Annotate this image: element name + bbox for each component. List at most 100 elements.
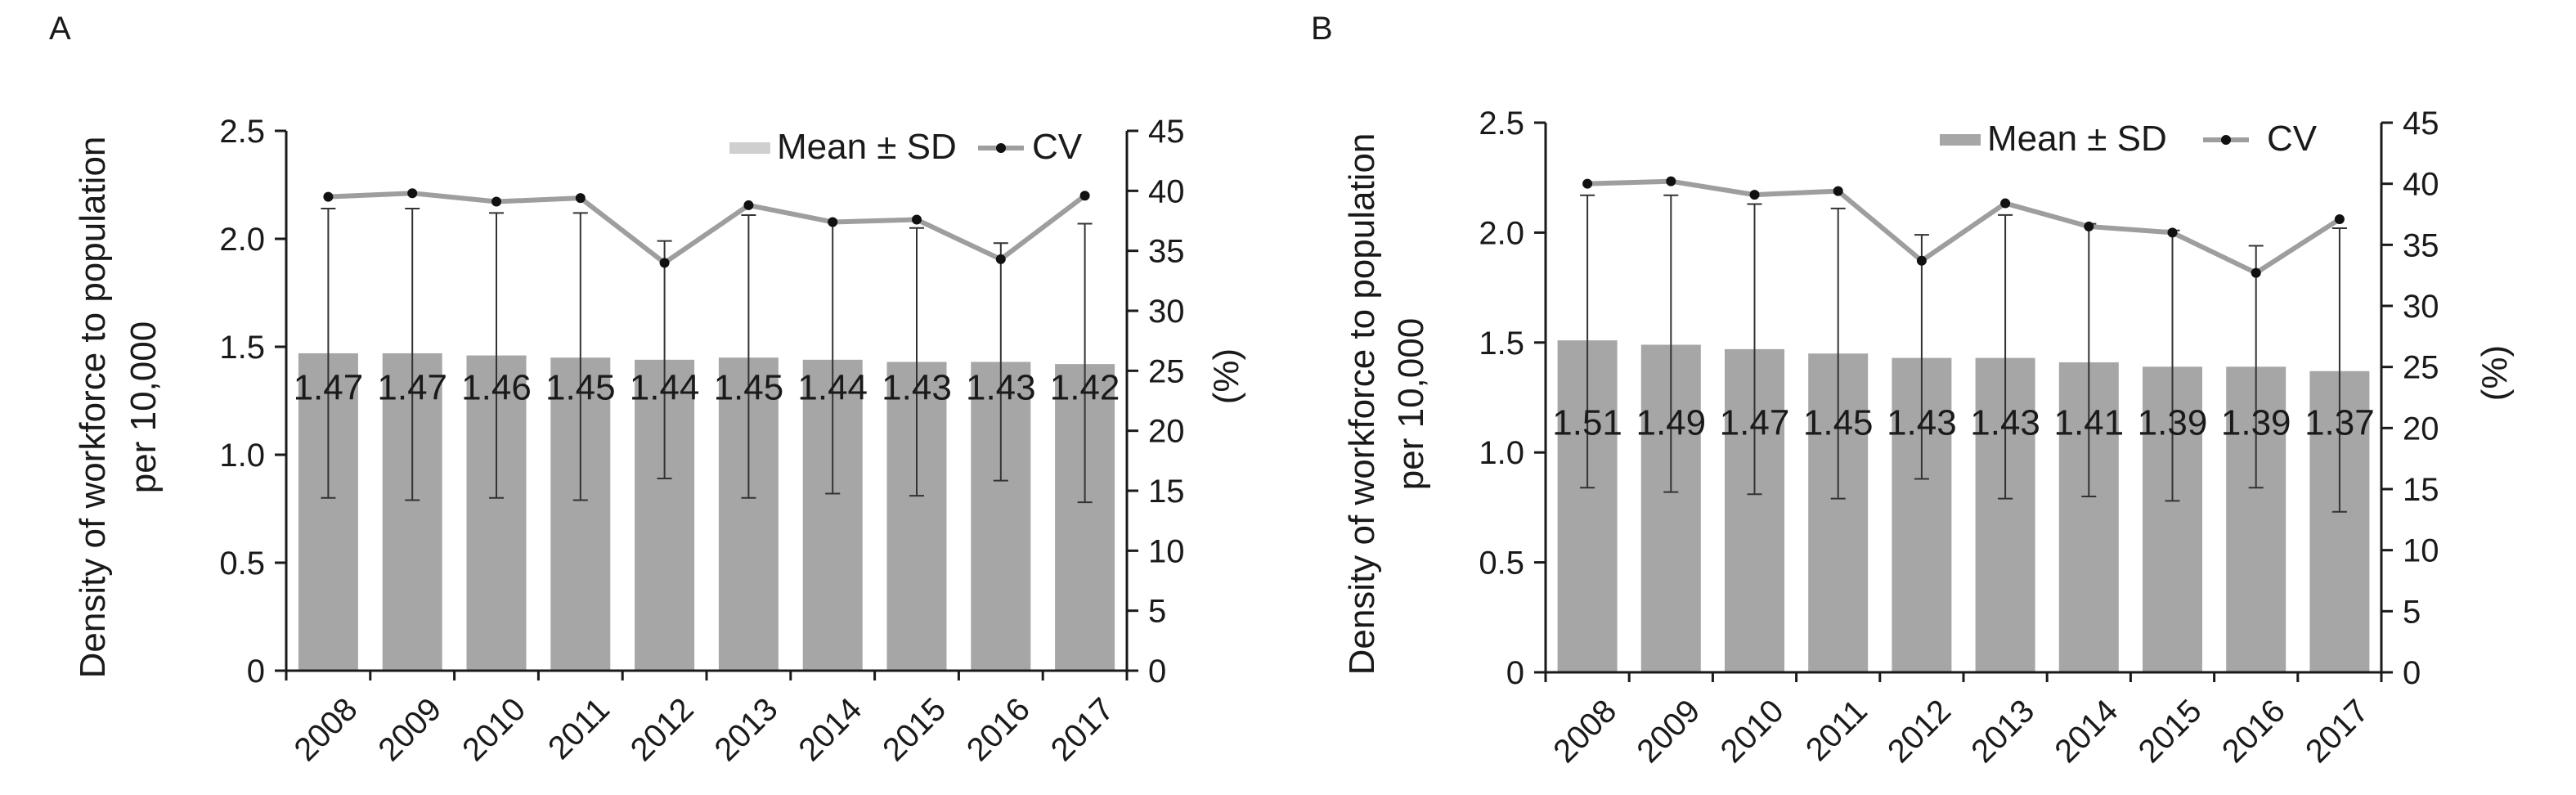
y2-axis-title: (%) xyxy=(2475,345,2515,401)
y-tick-label-right: 5 xyxy=(1148,594,1166,630)
bar-value-label: 1.41 xyxy=(2053,403,2124,443)
cv-point-2012 xyxy=(659,258,670,268)
y-tick-label-right: 25 xyxy=(1148,353,1185,389)
legend-bar-swatch xyxy=(1940,134,1981,146)
bar-value-label: 1.47 xyxy=(1720,403,1790,443)
legend-label-mean: Mean ± SD xyxy=(777,127,957,167)
y-axis-title-line2: per 10,000 xyxy=(1391,318,1431,490)
x-tick-label: 2014 xyxy=(2048,693,2125,770)
y-tick-label-right: 30 xyxy=(2403,289,2439,325)
x-tick-label: 2010 xyxy=(456,691,532,768)
bar-value-label: 1.43 xyxy=(1887,403,1957,443)
y-tick-label-right: 20 xyxy=(1148,414,1185,450)
y-tick-label-right: 15 xyxy=(2403,472,2439,508)
cv-point-2010 xyxy=(491,196,501,207)
y-axis-title-line1: Density of workforce to population xyxy=(73,137,113,679)
cv-series-line xyxy=(1587,178,2341,276)
bar-value-label: 1.43 xyxy=(1970,403,2040,443)
y-tick-label-left: 2.5 xyxy=(219,114,265,150)
legend-label-mean: Mean ± SD xyxy=(1987,119,2167,159)
bar-value-label: 1.43 xyxy=(966,368,1036,408)
cv-point-2017 xyxy=(2334,213,2345,224)
bar-value-label: 1.45 xyxy=(1803,403,1874,443)
y-tick-label-left: 2.5 xyxy=(1479,106,1524,141)
cv-point-2013 xyxy=(743,200,754,210)
y-tick-label-left: 1.5 xyxy=(1479,326,1524,362)
legend-marker-swatch xyxy=(2221,135,2231,145)
y-axis-title-line2: per 10,000 xyxy=(123,321,164,493)
x-tick-label: 2009 xyxy=(371,691,448,768)
legend: Mean ± SD CV xyxy=(1940,119,2318,159)
x-tick-label: 2017 xyxy=(1044,691,1121,768)
x-tick-label: 2011 xyxy=(1799,693,1874,768)
bar-value-label: 1.43 xyxy=(882,368,952,408)
cv-point-2013 xyxy=(2000,198,2011,209)
cv-point-2017 xyxy=(1079,191,1090,201)
y-tick-label-right: 20 xyxy=(2403,411,2439,447)
y-tick-label-right: 10 xyxy=(2403,533,2439,569)
x-tick-label: 2013 xyxy=(1964,693,2041,770)
panel-label: B xyxy=(1311,11,1333,47)
cv-point-2015 xyxy=(2167,227,2178,238)
x-tick-label: 2014 xyxy=(792,691,868,768)
y-tick-label-right: 40 xyxy=(2403,167,2439,203)
cv-point-2011 xyxy=(1833,186,1843,196)
chart-panel-b: B 1.51 1.49 1.47 1.45 1.43 1.43 1.41 1.39 1.39 1.3… xyxy=(1311,11,2515,770)
x-tick-label: 2016 xyxy=(960,691,1037,768)
y-tick-label-right: 5 xyxy=(2403,594,2421,630)
cv-point-2012 xyxy=(1916,255,1927,266)
y-tick-label-right: 35 xyxy=(2403,227,2439,263)
y-tick-label-left: 1.0 xyxy=(219,438,265,474)
x-tick-label: 2016 xyxy=(2215,693,2292,770)
bar-value-label: 1.42 xyxy=(1050,368,1120,408)
legend: Mean ± SD CV xyxy=(729,127,1083,167)
bar-value-label: 1.51 xyxy=(1552,403,1622,443)
cv-point-2015 xyxy=(912,214,922,225)
x-tick-label: 2015 xyxy=(876,691,953,768)
cv-point-2016 xyxy=(995,254,1006,264)
x-tick-label: 2008 xyxy=(288,691,365,768)
bar-value-label: 1.49 xyxy=(1636,403,1706,443)
legend-label-cv: CV xyxy=(1032,127,1083,167)
y-tick-label-left: 2.0 xyxy=(1479,215,1524,251)
x-tick-label: 2012 xyxy=(1881,693,1958,770)
x-tick-label: 2009 xyxy=(1630,693,1707,770)
y-tick-label-right: 30 xyxy=(1148,294,1185,330)
x-tick-label: 2015 xyxy=(2132,693,2209,770)
y-tick-label-right: 15 xyxy=(1148,474,1185,510)
bar-value-label: 1.47 xyxy=(294,368,364,408)
cv-point-2008 xyxy=(323,191,334,202)
cv-point-2014 xyxy=(828,217,838,227)
y-tick-label-left: 1.0 xyxy=(1479,435,1524,471)
y-tick-label-right: 40 xyxy=(1148,173,1185,209)
legend-marker-swatch xyxy=(996,143,1006,153)
y-tick-label-left: 0 xyxy=(247,654,265,689)
y-tick-label-right: 35 xyxy=(1148,234,1185,270)
x-tick-label: 2008 xyxy=(1546,693,1623,770)
y-tick-label-right: 25 xyxy=(2403,350,2439,386)
y-tick-label-right: 0 xyxy=(2403,655,2421,691)
bar-value-label: 1.44 xyxy=(630,368,700,408)
cv-point-2009 xyxy=(407,188,418,199)
cv-point-2008 xyxy=(1582,178,1593,189)
y-tick-label-right: 10 xyxy=(1148,533,1185,569)
cv-point-2016 xyxy=(2251,267,2261,278)
y2-axis-title: (%) xyxy=(1206,348,1246,404)
bar-value-label: 1.44 xyxy=(797,368,868,408)
x-tick-label: 2017 xyxy=(2299,693,2376,770)
bar-value-label: 1.45 xyxy=(545,368,616,408)
chart-panel-a: A 1.47 1.47 1.46 1.45 1.44 1.45 1.44 1.43 1.43 1.4… xyxy=(49,11,1246,768)
x-tick-label: 2011 xyxy=(541,691,617,766)
x-tick-label: 2013 xyxy=(708,691,785,768)
bar-value-label: 1.45 xyxy=(714,368,784,408)
y-tick-label-right: 45 xyxy=(1148,114,1185,150)
cv-point-2014 xyxy=(2084,221,2094,231)
x-tick-label: 2012 xyxy=(624,691,701,768)
y-tick-label-left: 2.0 xyxy=(219,222,265,258)
y-tick-label-left: 0 xyxy=(1506,655,1524,691)
y-tick-label-left: 1.5 xyxy=(219,330,265,366)
y-tick-label-left: 0.5 xyxy=(1479,546,1524,582)
y-axis-title-line1: Density of workforce to population xyxy=(1342,133,1382,676)
